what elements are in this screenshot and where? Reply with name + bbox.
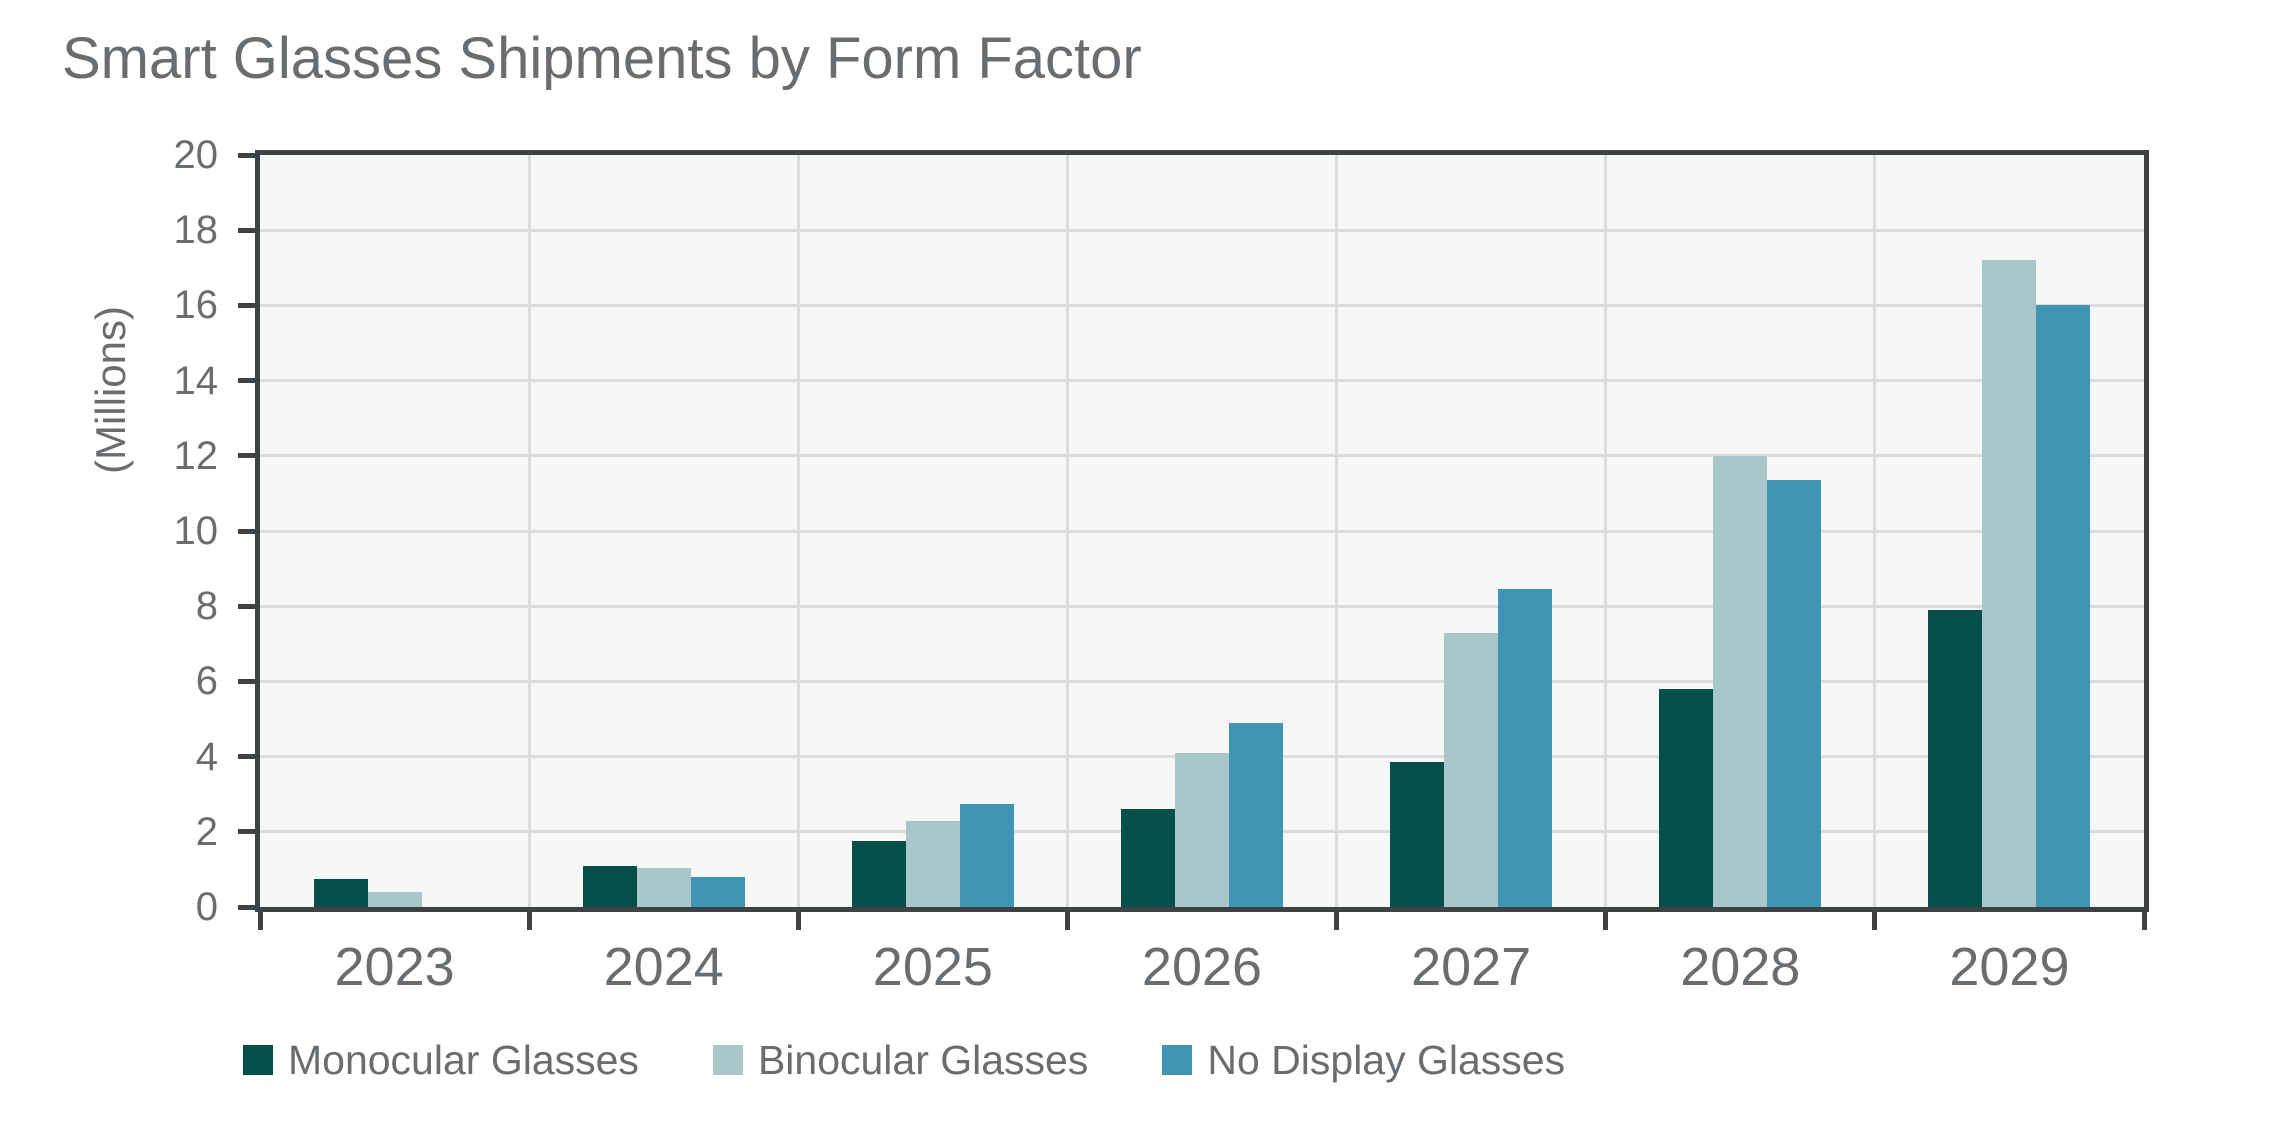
y-tick-label: 2 <box>195 809 218 854</box>
chart-title: Smart Glasses Shipments by Form Factor <box>62 26 1142 91</box>
x-axis-label-2024: 2024 <box>603 937 724 997</box>
gridline-vertical <box>1065 155 1069 907</box>
y-tick-label: 6 <box>195 659 218 704</box>
y-tick-mark <box>238 904 260 910</box>
gridline-vertical <box>527 155 531 907</box>
plot-area <box>255 150 2149 912</box>
y-tick-mark <box>238 678 260 684</box>
x-tick-mark <box>526 908 532 930</box>
x-axis-label-2023: 2023 <box>334 937 455 997</box>
gridline-horizontal <box>260 604 2144 608</box>
x-axis-label-2029: 2029 <box>1949 937 2070 997</box>
x-axis-label-2027: 2027 <box>1411 937 1532 997</box>
legend-swatch <box>712 1045 743 1075</box>
y-tick-mark <box>238 528 260 534</box>
legend-item-no-display-glasses: No Display Glasses <box>1162 1032 1565 1088</box>
y-tick-label: 14 <box>173 358 219 403</box>
legend-item-monocular-glasses: Monocular Glasses <box>243 1032 639 1088</box>
y-tick-mark <box>238 754 260 760</box>
x-tick-mark <box>1064 908 1070 930</box>
y-tick-label: 4 <box>195 734 218 779</box>
y-tick-label: 8 <box>195 584 218 629</box>
x-axis-label-2025: 2025 <box>872 937 993 997</box>
bar-binocular-glasses-2029 <box>1982 260 2037 907</box>
bar-no-display-glasses-2025 <box>959 803 1014 907</box>
y-tick-label: 12 <box>173 433 219 478</box>
x-axis-label-2026: 2026 <box>1141 937 1263 997</box>
gridline-vertical <box>1335 155 1339 907</box>
legend-swatch <box>243 1045 273 1075</box>
y-tick-mark <box>238 152 260 158</box>
gridline-horizontal <box>260 454 2144 458</box>
bar-monocular-glasses-2026 <box>1121 809 1175 907</box>
gridline-horizontal <box>260 529 2144 533</box>
y-tick-label: 20 <box>173 133 219 177</box>
gridline-vertical <box>796 155 800 907</box>
y-tick-mark <box>238 453 260 459</box>
legend-swatch <box>1162 1045 1193 1075</box>
gridline-horizontal <box>260 679 2144 683</box>
bar-no-display-glasses-2027 <box>1498 589 1553 907</box>
bar-no-display-glasses-2028 <box>1767 480 1822 907</box>
bar-binocular-glasses-2027 <box>1444 632 1499 907</box>
y-tick-mark <box>238 829 260 835</box>
bar-monocular-glasses-2025 <box>851 841 906 907</box>
bar-no-display-glasses-2029 <box>2036 305 2091 907</box>
legend: Monocular Glasses Binocular Glasses No Dis… <box>243 1032 1565 1088</box>
bar-binocular-glasses-2028 <box>1713 455 1768 907</box>
y-tick-label: 0 <box>195 885 218 929</box>
bar-monocular-glasses-2024 <box>582 865 637 907</box>
gridline-horizontal <box>260 303 2144 307</box>
bar-no-display-glasses-2024 <box>690 876 745 907</box>
x-tick-mark <box>795 908 801 930</box>
legend-label: Monocular Glasses <box>288 1037 639 1083</box>
gridline-vertical <box>1873 155 1877 907</box>
y-tick-label: 10 <box>173 509 219 553</box>
y-tick-mark <box>238 227 260 233</box>
x-tick-mark <box>1603 908 1609 930</box>
bar-binocular-glasses-2023 <box>367 891 422 907</box>
x-tick-mark <box>2141 908 2147 930</box>
bar-monocular-glasses-2029 <box>1928 609 1983 907</box>
bar-monocular-glasses-2023 <box>313 878 368 907</box>
legend-label: No Display Glasses <box>1207 1037 1566 1083</box>
bar-binocular-glasses-2025 <box>905 820 960 907</box>
y-tick-mark <box>238 603 260 609</box>
x-tick-mark <box>257 908 263 930</box>
bar-binocular-glasses-2026 <box>1175 752 1229 907</box>
gridline-vertical <box>1604 155 1608 907</box>
gridline-horizontal <box>260 379 2144 383</box>
bar-monocular-glasses-2027 <box>1390 762 1445 907</box>
x-tick-mark <box>1334 908 1340 930</box>
legend-item-binocular-glasses: Binocular Glasses <box>712 1032 1089 1088</box>
x-axis-label-2028: 2028 <box>1680 937 1801 997</box>
bar-monocular-glasses-2028 <box>1659 688 1714 907</box>
y-tick-label: 18 <box>173 208 219 253</box>
gridline-horizontal <box>260 228 2144 232</box>
legend-label: Binocular Glasses <box>757 1037 1089 1083</box>
bar-binocular-glasses-2024 <box>636 867 691 907</box>
x-tick-mark <box>1872 908 1878 930</box>
y-tick-mark <box>238 378 260 384</box>
y-tick-label: 16 <box>173 283 219 328</box>
bar-no-display-glasses-2026 <box>1229 722 1283 907</box>
y-tick-mark <box>238 302 260 308</box>
